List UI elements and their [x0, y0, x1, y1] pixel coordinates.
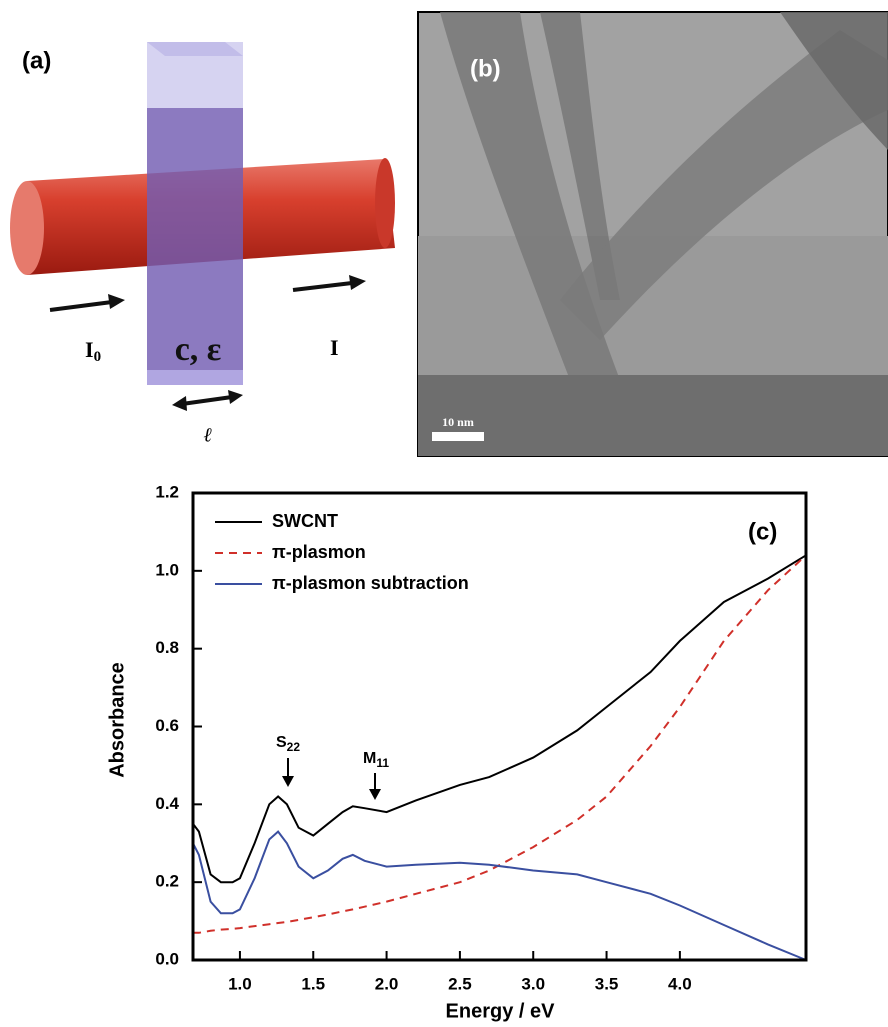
label: M: [363, 750, 376, 767]
cuvette: [147, 42, 243, 385]
y-tick-label: 0.4: [155, 794, 179, 813]
y-axis-title: Absorbance: [106, 662, 128, 778]
y-tick-label: 0.8: [155, 638, 179, 657]
annotation: S22: [276, 734, 300, 754]
x-tick-label: 2.5: [448, 974, 472, 993]
x-tick-label: 4.0: [668, 974, 692, 993]
sample-label: c, ε: [175, 331, 222, 368]
y-tick-label: 1.0: [155, 560, 179, 579]
subscript: 0: [94, 349, 102, 365]
arrows: [49, 275, 366, 411]
subscript: 22: [287, 740, 301, 754]
x-tick-label: 2.0: [375, 974, 399, 993]
transmitted-intensity: I: [330, 335, 339, 360]
x-tick-label: 1.0: [228, 974, 252, 993]
annotation-arrows: [282, 758, 381, 800]
x-tick-label: 1.5: [301, 974, 325, 993]
series-line: [192, 554, 807, 884]
label: S: [276, 734, 287, 751]
y-tick-label: 0.0: [155, 949, 179, 968]
scale-bar-label: 10 nm: [442, 415, 474, 429]
y-tick-label: 0.2: [155, 872, 179, 891]
x-tick-label: 3.5: [595, 974, 619, 993]
panel-label: (a): [22, 47, 51, 74]
legend-label: π-plasmon subtraction: [272, 573, 469, 593]
label: I: [85, 337, 94, 362]
annotation: M11: [363, 750, 389, 770]
panel-label: (c): [748, 518, 777, 545]
legend-label: SWCNT: [272, 511, 338, 531]
plot-frame: [191, 491, 808, 962]
x-tick-label: 3.0: [521, 974, 545, 993]
path-length: ℓ: [204, 425, 213, 447]
y-tick-label: 0.6: [155, 716, 179, 735]
y-tick-label: 1.2: [155, 482, 179, 501]
x-axis-title: Energy / eV: [446, 1000, 556, 1022]
panel-label: (b): [470, 55, 501, 82]
legend-label: π-plasmon: [272, 542, 366, 562]
subscript: 11: [376, 756, 389, 770]
incident-intensity: I0: [85, 337, 101, 365]
series-line: [192, 830, 807, 961]
series-line: [193, 554, 807, 934]
tem-image: [417, 11, 888, 457]
